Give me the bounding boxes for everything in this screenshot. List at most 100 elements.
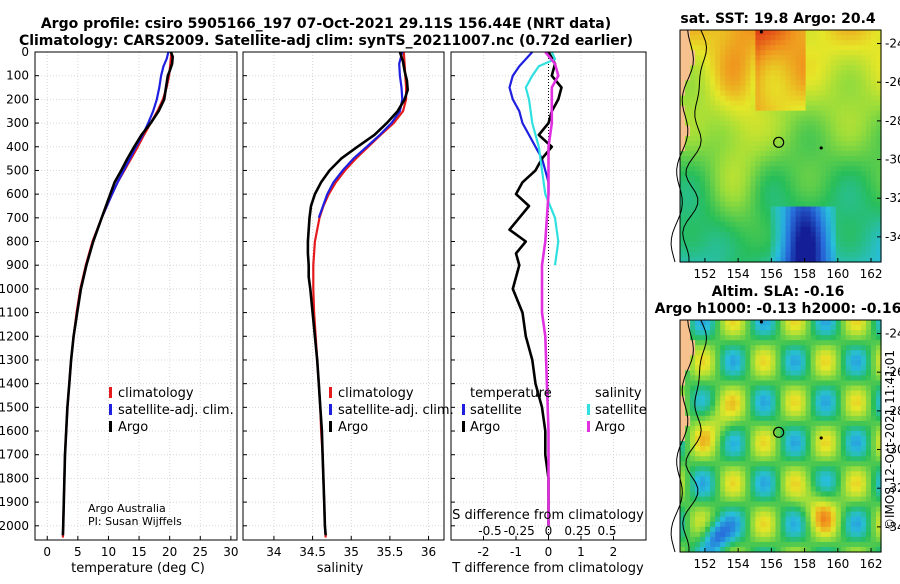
map-cell [860, 430, 867, 437]
map-cell [725, 236, 731, 243]
map-cell [710, 441, 716, 447]
copyright-text: ©IMOS 12-Oct-2021 11:41:01 [883, 350, 897, 530]
map-cell [775, 216, 782, 223]
map-cell [815, 70, 822, 76]
legend-label-climatology: climatology [118, 386, 194, 401]
map-cell [865, 335, 872, 341]
legend-swatch-argo [329, 421, 332, 432]
map-cell [785, 221, 792, 228]
map-cell [800, 186, 807, 192]
map-cell [830, 231, 837, 238]
map-cell [685, 65, 691, 71]
map-cell [790, 231, 797, 238]
map-cell [780, 496, 787, 503]
map-cell [760, 110, 767, 117]
map-cell [815, 125, 822, 132]
map-cell [800, 166, 807, 172]
map-cell [740, 481, 746, 488]
map-cell [740, 65, 746, 71]
shelf-contour [682, 319, 708, 553]
map-cell [715, 236, 721, 243]
map-y-tick-label: -30 [885, 443, 900, 457]
map-cell [750, 430, 756, 437]
map-cell [720, 461, 726, 467]
map-cell [820, 80, 827, 87]
map-cell [720, 541, 726, 548]
map-cell [725, 516, 731, 523]
map-cell [820, 436, 827, 442]
map-cell [845, 481, 852, 488]
map-cell [710, 176, 716, 182]
map-cell [750, 521, 756, 528]
map-cell [730, 65, 736, 71]
map-cell [735, 90, 741, 97]
map-cell [820, 425, 827, 432]
map-cell [835, 501, 842, 508]
map-cell [780, 130, 787, 137]
map-cell [750, 70, 756, 76]
map-cell [845, 400, 852, 407]
map-cell [840, 196, 847, 203]
map-cell [745, 241, 751, 248]
map-cell [755, 380, 762, 387]
map-cell [835, 350, 842, 356]
map-cell [865, 541, 872, 548]
map-cell [825, 380, 832, 387]
map-cell [760, 151, 767, 157]
map-cell [850, 80, 857, 87]
map-cell [810, 216, 817, 223]
map-cell [820, 481, 827, 488]
map-cell [765, 335, 772, 341]
map-cell [765, 151, 772, 157]
map-cell [855, 335, 862, 341]
map-cell [820, 390, 827, 397]
map-cell [745, 521, 751, 528]
map-cell [750, 441, 756, 447]
map-cell [680, 375, 686, 382]
map-cell [825, 430, 832, 437]
map-cell [695, 231, 701, 238]
map-cell [820, 420, 827, 427]
map-cell [805, 325, 812, 331]
map-cell [870, 355, 877, 361]
figure-title-line2: Climatology: CARS2009. Satellite-adj cli… [19, 33, 633, 49]
map-cell [870, 340, 877, 346]
map-cell [865, 436, 872, 442]
map-cell [700, 120, 706, 127]
map-cell [720, 390, 726, 397]
map-cell [730, 471, 736, 477]
map-cell [845, 446, 852, 452]
map-cell [755, 251, 762, 258]
map-cell [715, 171, 721, 177]
map-cell [715, 430, 721, 437]
map-cell [745, 146, 751, 152]
map-cell [760, 415, 767, 422]
map-cell [735, 216, 741, 223]
map-cell [795, 546, 802, 553]
map-cell [795, 335, 802, 341]
map-cell [685, 161, 691, 167]
map-cell [765, 181, 772, 187]
map-cell [715, 466, 721, 472]
map-cell [690, 30, 696, 36]
map-cell [835, 181, 842, 187]
map-cell [840, 100, 847, 107]
depth-tick-label: 1800 [0, 471, 29, 485]
map-cell [840, 135, 847, 142]
map-cell [695, 511, 701, 518]
map-cell [695, 325, 701, 331]
map-cell [780, 226, 787, 233]
map-cell [870, 40, 877, 46]
map-cell [725, 231, 731, 238]
map-cell [740, 85, 746, 92]
map-cell [695, 241, 701, 248]
map-cell [855, 491, 862, 498]
map-cell [850, 425, 857, 432]
map-cell [725, 105, 731, 112]
map-cell [810, 471, 817, 477]
argo-position-marker [773, 426, 785, 438]
map-cell [820, 441, 827, 447]
map-cell [685, 35, 691, 41]
map-cell [780, 385, 787, 392]
x-tick-label: 25 [193, 545, 208, 559]
